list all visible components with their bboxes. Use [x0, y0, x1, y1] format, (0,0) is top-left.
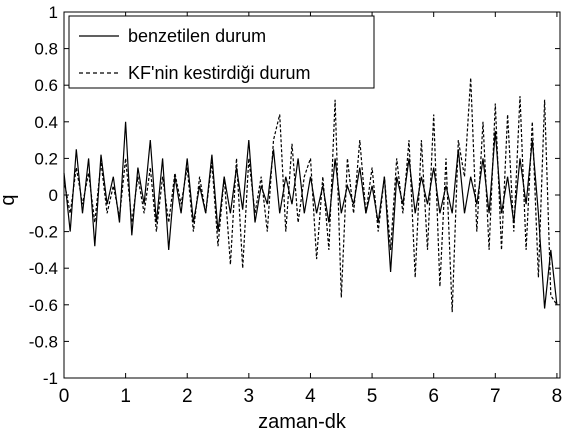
y-tick-label: 1: [49, 3, 58, 22]
y-axis-label: q: [0, 194, 19, 205]
legend-box: [68, 15, 375, 89]
x-tick-label: 3: [244, 386, 255, 407]
y-tick-label: 0: [49, 186, 58, 205]
y-tick-label: -0.6: [29, 296, 58, 315]
series-line-1: [63, 77, 558, 313]
y-tick-label: -0.4: [29, 259, 58, 278]
y-tick-label: 0.8: [34, 40, 58, 59]
x-tick-label: 5: [367, 386, 378, 407]
y-tick-label: -1: [43, 369, 58, 388]
legend: benzetilen durum KF'nin kestirdiği durum: [68, 15, 375, 89]
x-tick-label: 4: [305, 386, 316, 407]
x-tick-label: 6: [428, 386, 439, 407]
x-tick-label: 1: [120, 386, 131, 407]
y-tick-label: 0.4: [34, 113, 58, 132]
y-tick-label: -0.2: [29, 223, 58, 242]
legend-label-benzetilen-durum: benzetilen durum: [128, 26, 266, 46]
x-axis-label: zaman-dk: [258, 411, 347, 433]
legend-label-kf-kestirdigi-durum: KF'nin kestirdiği durum: [128, 63, 311, 83]
ticks-layer: 0 1 2 3 4 5 6 7 8 1 0.8 0.6 0.4 0.2 0 -0.2 -0.4 -0.6 -0.8 -…: [29, 3, 563, 407]
x-tick-label: 8: [552, 386, 563, 407]
series-layer: [63, 77, 558, 313]
x-tick-label: 7: [490, 386, 501, 407]
y-tick-label: 0.2: [34, 149, 58, 168]
y-tick-label: 0.6: [34, 76, 58, 95]
y-tick-label: -0.8: [29, 332, 58, 351]
x-tick-label: 0: [59, 386, 70, 407]
x-tick-label: 2: [182, 386, 193, 407]
series-line-0: [63, 121, 558, 309]
